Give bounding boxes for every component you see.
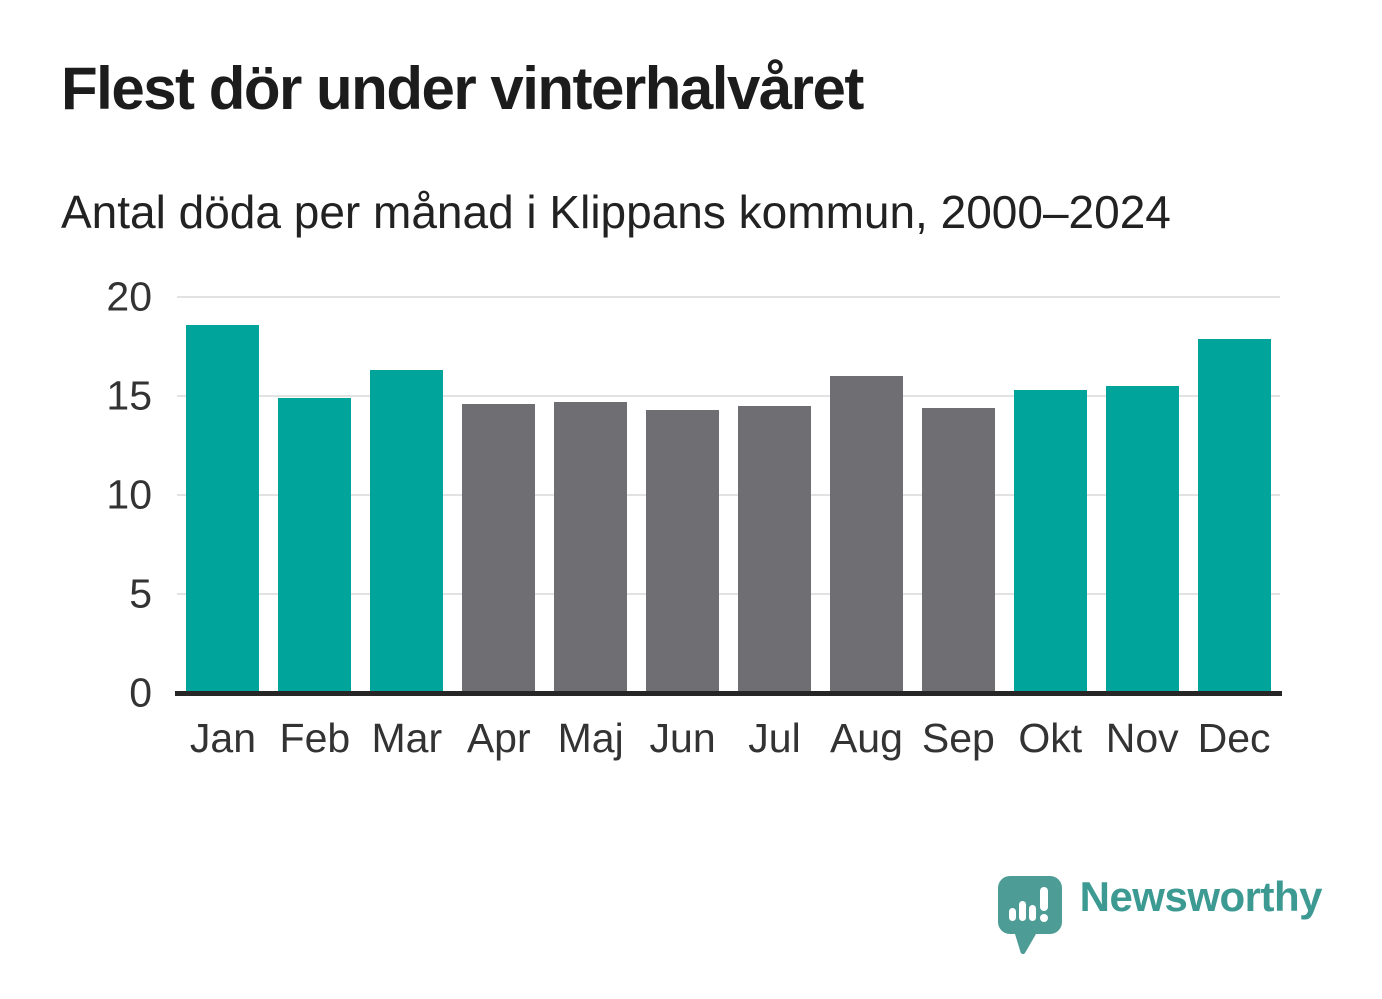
bar-slot-mar <box>361 297 453 693</box>
bar-slot-okt <box>1004 297 1096 693</box>
bar-slot-dec <box>1188 297 1280 693</box>
bar-mar <box>370 370 444 693</box>
bar-slot-jun <box>637 297 729 693</box>
bar-feb <box>278 397 352 693</box>
bar-slot-aug <box>820 297 912 693</box>
bar-chart-plot-area <box>175 296 1282 696</box>
bar-slot-feb <box>269 297 361 693</box>
x-axis-tick-labels: Jan Feb Mar Apr Maj Jun Jul Aug Sep Okt Nov Dec <box>177 715 1280 761</box>
bar-slot-maj <box>545 297 637 693</box>
gridline-15 <box>177 395 1280 397</box>
x-axis-line <box>175 691 1282 696</box>
bar-slot-jan <box>177 297 269 693</box>
bar-slot-sep <box>912 297 1004 693</box>
gridline-20 <box>177 296 1280 298</box>
x-tick-label-mar: Mar <box>371 715 443 761</box>
x-tick-label-jan: Jan <box>189 715 257 761</box>
y-tick-label-5: 5 <box>129 570 152 617</box>
y-tick-label-20: 20 <box>106 273 152 320</box>
newsworthy-branding: Newsworthy <box>997 872 1323 960</box>
bar-slot-nov <box>1096 297 1188 693</box>
x-tick-label-jun: Jun <box>649 715 716 761</box>
bar-nov <box>1105 386 1179 693</box>
gridline-10 <box>177 494 1280 496</box>
bar-dec <box>1197 338 1271 693</box>
x-tick-label-dec: Dec <box>1197 715 1271 761</box>
chart-title: Flest dör under vinterhalvåret <box>61 55 864 122</box>
bar-aug <box>829 376 903 693</box>
x-tick-label-jul: Jul <box>748 715 801 761</box>
x-tick-label-nov: Nov <box>1105 715 1179 761</box>
newsworthy-logo-text: Newsworthy <box>1079 873 1323 920</box>
y-tick-label-15: 15 <box>106 372 152 419</box>
bar-jan <box>186 324 260 693</box>
bar-apr <box>462 403 536 693</box>
x-tick-label-okt: Okt <box>1018 715 1083 761</box>
bar-jun <box>646 409 720 693</box>
x-tick-label-apr: Apr <box>466 715 531 761</box>
bar-slot-apr <box>453 297 545 693</box>
newsworthy-logo-icon <box>997 876 1062 955</box>
x-tick-label-aug: Aug <box>829 715 903 761</box>
y-tick-label-0: 0 <box>129 669 152 716</box>
y-axis-tick-labels: 0 5 10 15 20 <box>0 0 152 999</box>
bar-jul <box>737 405 811 693</box>
bar-series <box>177 297 1280 693</box>
bar-okt <box>1013 390 1087 693</box>
bar-maj <box>554 401 628 693</box>
y-tick-label-10: 10 <box>106 471 152 518</box>
gridline-5 <box>177 593 1280 595</box>
x-tick-label-feb: Feb <box>279 715 351 761</box>
bar-sep <box>921 407 995 693</box>
x-tick-label-maj: Maj <box>557 715 624 761</box>
bar-slot-jul <box>729 297 821 693</box>
x-tick-label-sep: Sep <box>921 715 995 761</box>
chart-subtitle: Antal döda per månad i Klippans kommun, … <box>61 186 1171 238</box>
